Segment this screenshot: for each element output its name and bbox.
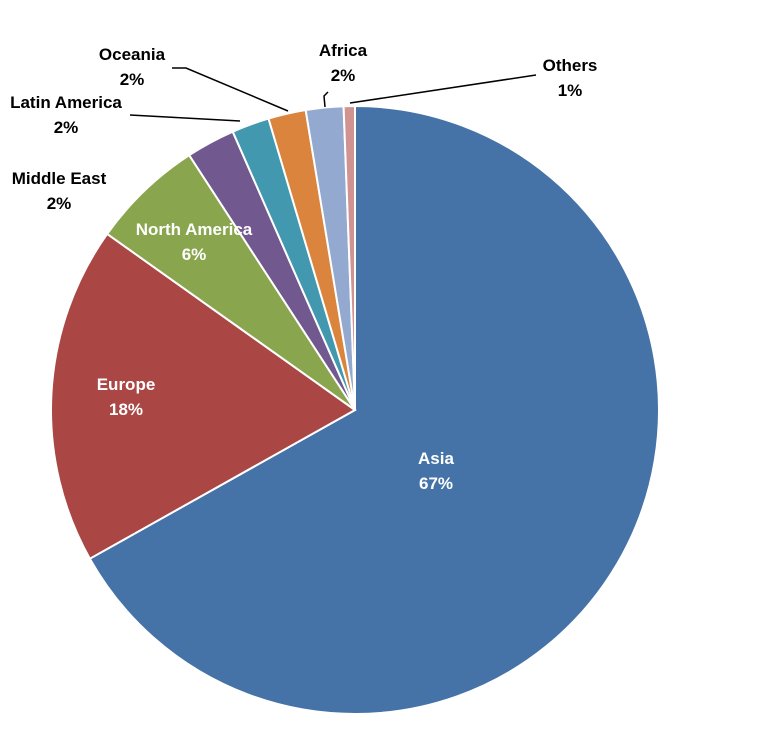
data-label-category: Africa [319,41,368,60]
leader-lines [129,67,537,122]
leader-line-africa [323,91,329,108]
data-label-middle-east: Middle East 2% [12,169,107,213]
data-label-percent: 18% [109,400,143,419]
data-label-percent: 67% [419,474,453,493]
data-label-others: Others 1% [543,56,598,100]
data-label-category: Middle East [12,169,107,188]
data-label-asia: Asia 67% [418,449,454,493]
data-label-percent: 2% [54,118,79,137]
leader-line-others [349,74,537,104]
pie-slice-europe [50,232,357,561]
data-label-oceania: Oceania 2% [99,45,166,89]
data-label-latin-america: Latin America 2% [10,93,122,137]
leader-line-oceania [172,67,289,112]
data-label-percent: 2% [331,66,356,85]
pie-slice-asia [88,104,660,715]
data-label-category: Others [543,56,598,75]
pie-slices [50,104,660,715]
data-labels: Asia 67% Europe 18% North America 6% Middle Ea… [10,41,597,493]
data-label-europe: Europe 18% [97,375,156,419]
data-label-category: Asia [418,449,454,468]
data-label-north-america: North America 6% [136,220,253,264]
data-label-percent: 2% [47,194,72,213]
data-label-percent: 1% [558,81,583,100]
data-label-category: Europe [97,375,156,394]
data-label-category: North America [136,220,253,239]
data-label-percent: 6% [182,245,207,264]
data-label-africa: Africa 2% [319,41,368,85]
leader-line-latin-america [129,114,241,122]
data-label-category: Oceania [99,45,166,64]
pie-slice-others [342,104,356,411]
data-label-category: Latin America [10,93,122,112]
data-label-percent: 2% [120,70,145,89]
